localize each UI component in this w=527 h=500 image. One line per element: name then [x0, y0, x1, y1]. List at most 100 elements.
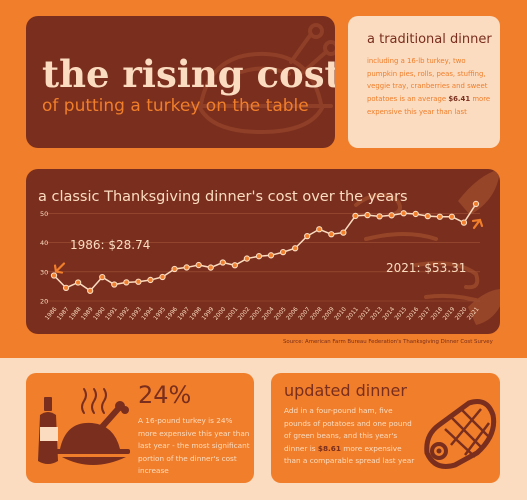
- traditional-text-before: including a 16-lb turkey, two pumpkin pi…: [367, 57, 488, 104]
- data-point: [267, 252, 275, 259]
- x-tick-label: 1994: [141, 306, 155, 321]
- roast-turkey-icon: [189, 23, 335, 135]
- x-tick-label: 2018: [430, 306, 444, 321]
- x-tick-label: 2009: [322, 306, 336, 321]
- x-tick-label: 2007: [298, 306, 312, 321]
- data-point: [352, 212, 359, 220]
- updated-dinner-text: Add in a four-pound ham, five pounds of …: [284, 405, 416, 468]
- data-point: [340, 229, 347, 236]
- updated-dinner-title: updated dinner: [284, 381, 407, 400]
- traditional-dinner-card: a traditional dinner including a 16-lb t…: [348, 16, 500, 148]
- x-tick-label: 2011: [346, 306, 360, 321]
- data-point: [207, 264, 214, 271]
- x-tick-label: 2000: [213, 306, 227, 321]
- x-tick-label: 1986: [44, 306, 58, 321]
- data-point: [99, 273, 106, 281]
- annotation-arrow: [53, 262, 66, 274]
- x-tick-label: 2004: [261, 306, 275, 321]
- x-tick-label: 1995: [153, 306, 167, 321]
- data-point: [400, 210, 407, 217]
- x-tick-label: 2001: [225, 306, 239, 321]
- data-point: [183, 264, 190, 271]
- data-point: [50, 272, 58, 279]
- data-point: [111, 281, 118, 288]
- thanksgiving-dinner-icon: [38, 388, 130, 465]
- data-point: [219, 259, 226, 266]
- data-point: [376, 213, 383, 220]
- annotation-start: 1986: $28.74: [70, 238, 150, 252]
- x-tick-label: 1990: [93, 306, 107, 321]
- percent-value: 24%: [138, 381, 192, 409]
- data-point: [424, 212, 431, 220]
- data-point: [74, 279, 82, 286]
- x-tick-label: 1993: [129, 306, 143, 321]
- data-point: [291, 245, 299, 252]
- data-point: [135, 278, 142, 285]
- leaf-icon: [468, 289, 500, 325]
- chart-title: a classic Thanksgiving dinner's cost ove…: [38, 189, 408, 205]
- updated-dinner-card: updated dinner Add in a four-pound ham, …: [271, 373, 500, 483]
- page-subtitle: of putting a turkey on the table: [42, 96, 309, 116]
- traditional-text-after: more expensive this year than last: [367, 95, 491, 116]
- data-point: [448, 213, 456, 220]
- y-tick-label: 20: [40, 298, 48, 306]
- data-point: [123, 279, 130, 286]
- x-tick-label: 1987: [57, 306, 71, 321]
- x-tick-label: 2008: [310, 306, 324, 321]
- data-point: [328, 231, 335, 238]
- chart-panel: 20 30 40 50 1986 1987 1988 1989 1990 1991 1992 199…: [26, 169, 500, 334]
- data-point: [87, 287, 94, 294]
- x-tick-label: 2020: [454, 306, 468, 321]
- percent-card: 24% A 16-pound turkey is 24% more expens…: [26, 373, 254, 483]
- updated-text-after: more expensive than a comparable spread …: [284, 443, 415, 466]
- data-point: [243, 255, 251, 262]
- source-note: Source: American Farm Bureau Federation'…: [283, 339, 493, 345]
- data-point: [62, 284, 70, 292]
- y-tick-label: 50: [40, 210, 48, 218]
- data-point: [436, 213, 443, 220]
- percent-text: A 16-pound turkey is 24% more expensive …: [138, 416, 250, 475]
- traditional-dinner-text: including a 16-lb turkey, two pumpkin pi…: [367, 55, 492, 119]
- data-point: [231, 262, 239, 269]
- annotation-arrow: [471, 218, 484, 230]
- leaf-icon: [458, 169, 500, 215]
- x-tick-label: 2002: [237, 306, 251, 321]
- x-tick-label: 1988: [69, 306, 83, 321]
- annotation-end: 2021: $53.31: [386, 261, 466, 275]
- data-point: [171, 265, 178, 273]
- data-point: [147, 276, 154, 284]
- data-point: [472, 200, 480, 208]
- page-title: the rising cost: [42, 52, 335, 96]
- x-tick-label: 1999: [201, 306, 215, 321]
- x-tick-label: 1998: [189, 306, 203, 321]
- x-tick-label: 2012: [358, 306, 372, 321]
- data-point: [255, 253, 263, 260]
- x-tick-label: 2003: [249, 306, 263, 321]
- traditional-amount: $6.41: [448, 95, 471, 104]
- traditional-dinner-title: a traditional dinner: [367, 32, 492, 47]
- x-tick-label: 2010: [334, 306, 348, 321]
- y-tick-label: 40: [40, 239, 48, 247]
- x-tick-label: 2005: [274, 306, 288, 321]
- x-tick-label: 2019: [442, 306, 456, 321]
- updated-text-before: Add in a four-pound ham, five pounds of …: [284, 406, 412, 453]
- x-tick-label: 2013: [370, 306, 384, 321]
- updated-amount: $8.61: [317, 443, 341, 453]
- x-tick-label: 1996: [165, 306, 179, 321]
- y-tick-label: 30: [40, 268, 48, 276]
- x-tick-label: 1991: [105, 306, 119, 321]
- title-panel: the rising cost of putting a turkey on t…: [26, 16, 335, 148]
- data-point: [388, 212, 395, 219]
- x-tick-label: 2017: [418, 306, 432, 321]
- data-point: [460, 219, 468, 226]
- x-tick-label: 2014: [382, 306, 396, 321]
- data-point: [195, 261, 202, 269]
- data-point: [279, 248, 287, 256]
- x-tick-label: 2016: [406, 306, 420, 321]
- x-tick-label: 2006: [286, 306, 300, 321]
- data-point: [412, 210, 419, 218]
- ham-icon: [424, 399, 497, 469]
- x-tick-label: 1992: [117, 306, 131, 321]
- wind-swirl-icon: [354, 193, 488, 305]
